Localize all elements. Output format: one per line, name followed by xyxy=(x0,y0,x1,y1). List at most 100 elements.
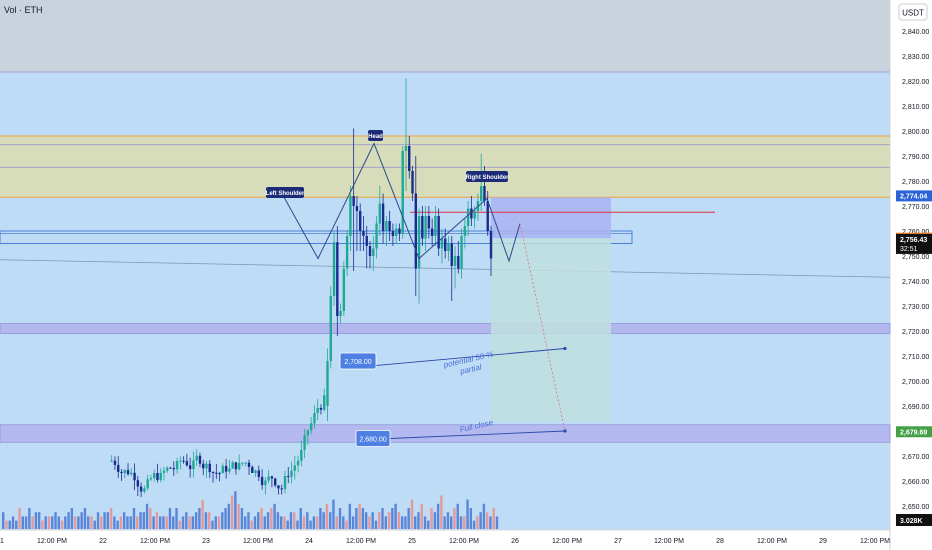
candle-body xyxy=(159,472,162,480)
volume-bar xyxy=(410,499,414,529)
projected-path xyxy=(519,223,566,432)
price-tick-label: 2,720.00 xyxy=(902,329,929,336)
candle-body xyxy=(329,296,332,361)
time-tick-label: 28 xyxy=(716,538,724,545)
volume-bar xyxy=(384,516,387,529)
time-tick-label: 27 xyxy=(614,538,622,545)
volume-bar xyxy=(172,516,175,529)
candle-body xyxy=(205,463,208,469)
candle-body xyxy=(260,476,264,486)
price-tick-label: 2,800.00 xyxy=(902,129,929,136)
volume-bar xyxy=(472,520,476,529)
left-shoulder-label-bg xyxy=(266,187,304,198)
time-tick-label: 24 xyxy=(305,538,313,545)
candle-body xyxy=(385,221,388,231)
volume-bar xyxy=(427,520,430,529)
price-tick-label: 2,830.00 xyxy=(902,54,929,61)
candle-body xyxy=(280,488,283,490)
time-tick-label: 12:00 PM xyxy=(37,538,67,545)
currency-label: USDT xyxy=(902,9,924,18)
volume-bar xyxy=(224,508,227,529)
time-tick-label: 12:00 PM xyxy=(140,538,170,545)
volume-bar xyxy=(374,520,378,529)
price-tick-label: 2,840.00 xyxy=(902,29,929,36)
indicator-label[interactable]: Vol · ETH xyxy=(4,5,43,15)
volume-bar xyxy=(449,516,453,529)
candle-body xyxy=(264,480,267,486)
volume-bar xyxy=(342,516,345,529)
candle-body xyxy=(411,171,414,194)
volume-bar xyxy=(257,512,260,529)
volume-bar xyxy=(479,512,482,529)
candle-body xyxy=(470,208,473,219)
price-axis-panel xyxy=(890,0,932,550)
resistance-price-text: 2,774.04 xyxy=(900,193,927,200)
head-label-bg xyxy=(368,130,383,141)
volume-bar xyxy=(489,516,492,529)
candle-body xyxy=(388,221,391,231)
volume-bar xyxy=(90,516,93,529)
target-price-text: 2,679.69 xyxy=(900,429,927,436)
last-price-text: 2,756.43 xyxy=(900,237,927,244)
candle-body xyxy=(355,206,359,211)
candle-body xyxy=(179,460,182,462)
candle-body xyxy=(466,208,470,226)
volume-bar xyxy=(306,512,309,529)
volume-bar xyxy=(329,512,332,529)
volume-bar xyxy=(2,512,5,529)
candle-body xyxy=(198,455,202,464)
full-callout-text: 2,680.00 xyxy=(359,437,386,444)
partial-callout-text: 2,708.00 xyxy=(344,359,371,366)
last-price-countdown: 32:51 xyxy=(900,246,918,253)
head-label: Head xyxy=(368,134,383,140)
candle-body xyxy=(427,216,431,229)
volume-bar xyxy=(417,512,420,529)
time-axis[interactable]: 21 12:00 PM 22 12:00 PM 23 12:00 PM 24 12:00 PM… xyxy=(0,538,890,545)
candle-body xyxy=(368,246,372,256)
candle-body xyxy=(182,460,185,462)
candle-body xyxy=(241,462,244,464)
volume-bar xyxy=(96,512,100,529)
volume-histogram xyxy=(2,491,499,529)
right-shoulder-label: Right Shoulder xyxy=(466,175,510,181)
candle-body xyxy=(345,236,349,269)
last-price-marker xyxy=(896,233,932,254)
partial-callout-box xyxy=(339,352,377,370)
candle-body xyxy=(234,462,238,470)
volume-bar xyxy=(181,516,185,529)
candle-body xyxy=(110,460,113,462)
candle-body xyxy=(195,455,198,461)
time-tick-label: 12:00 PM xyxy=(860,538,890,545)
time-tick-label: 12:00 PM xyxy=(654,538,684,545)
volume-bar xyxy=(286,520,289,529)
volume-bar xyxy=(178,520,181,529)
currency-button[interactable] xyxy=(898,3,928,21)
time-tick-label: 12:00 PM xyxy=(243,538,273,545)
volume-bar xyxy=(394,503,397,529)
volume-bar xyxy=(47,516,51,529)
candle-body xyxy=(450,243,453,266)
volume-bar xyxy=(158,516,162,529)
candle-body xyxy=(483,186,486,201)
partial-target-line xyxy=(375,348,566,366)
candle-body xyxy=(486,201,489,231)
volume-bar xyxy=(436,503,440,529)
candle-body xyxy=(113,460,117,465)
volume-bar xyxy=(126,516,129,529)
price-tick-label: 2,660.00 xyxy=(902,479,929,486)
volume-bar xyxy=(322,512,325,529)
right-shoulder-label-bg xyxy=(466,171,508,182)
volume-bar xyxy=(165,516,168,529)
candle-body xyxy=(267,476,270,481)
volume-bar xyxy=(237,503,240,529)
candle-body xyxy=(417,216,421,269)
volume-bar xyxy=(129,516,132,529)
volume-bar xyxy=(250,520,253,529)
candle-body xyxy=(185,461,189,466)
candle-body xyxy=(172,468,176,470)
candle-body xyxy=(149,478,153,480)
volume-bar xyxy=(283,516,286,529)
volume-bar xyxy=(414,516,417,529)
time-tick-label: 25 xyxy=(408,538,416,545)
